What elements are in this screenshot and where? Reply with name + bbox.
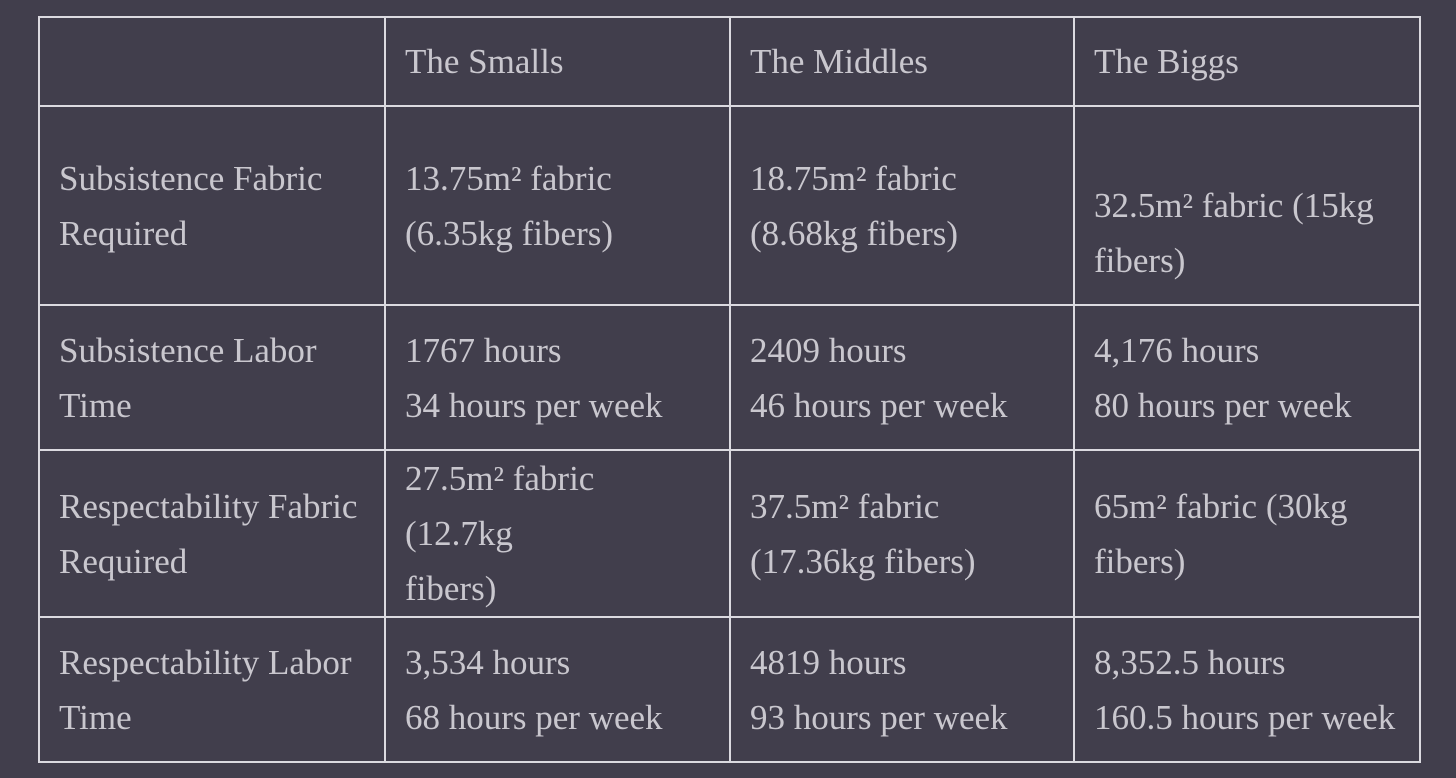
column-header-the-smalls: The Smalls — [384, 16, 731, 107]
row-label: Subsistence Labor Time — [38, 304, 386, 451]
row-label: Respectability Fabric Required — [38, 449, 386, 618]
data-cell: 3,534 hours 68 hours per week — [384, 616, 731, 763]
data-cell: 32.5m² fabric (15kg fibers) — [1073, 105, 1421, 306]
data-cell: 65m² fabric (30kg fibers) — [1073, 449, 1421, 618]
data-cell: 8,352.5 hours 160.5 hours per week — [1073, 616, 1421, 763]
data-cell: 27.5m² fabric (12.7kg fibers) — [384, 449, 731, 618]
data-cell: 2409 hours 46 hours per week — [729, 304, 1075, 451]
column-header-the-biggs: The Biggs — [1073, 16, 1421, 107]
data-cell: 1767 hours 34 hours per week — [384, 304, 731, 451]
column-header-the-middles: The Middles — [729, 16, 1075, 107]
header-row: The Smalls The Middles The Biggs — [38, 16, 1421, 107]
data-cell: 13.75m² fabric (6.35kg fibers) — [384, 105, 731, 306]
fabric-labor-table: The Smalls The Middles The Biggs Subsist… — [38, 16, 1421, 763]
row-label: Subsistence Fabric Required — [38, 105, 386, 306]
data-cell: 18.75m² fabric (8.68kg fibers) — [729, 105, 1075, 306]
table-row-subsistence-fabric: Subsistence Fabric Required 13.75m² fabr… — [38, 105, 1421, 306]
row-label: Respectability Labor Time — [38, 616, 386, 763]
data-cell: 4819 hours 93 hours per week — [729, 616, 1075, 763]
table-row-respectability-fabric: Respectability Fabric Required 27.5m² fa… — [38, 449, 1421, 618]
data-cell: 37.5m² fabric (17.36kg fibers) — [729, 449, 1075, 618]
column-header-empty — [38, 16, 386, 107]
data-cell: 4,176 hours 80 hours per week — [1073, 304, 1421, 451]
table-row-subsistence-labor: Subsistence Labor Time 1767 hours 34 hou… — [38, 304, 1421, 451]
table-row-respectability-labor: Respectability Labor Time 3,534 hours 68… — [38, 616, 1421, 763]
